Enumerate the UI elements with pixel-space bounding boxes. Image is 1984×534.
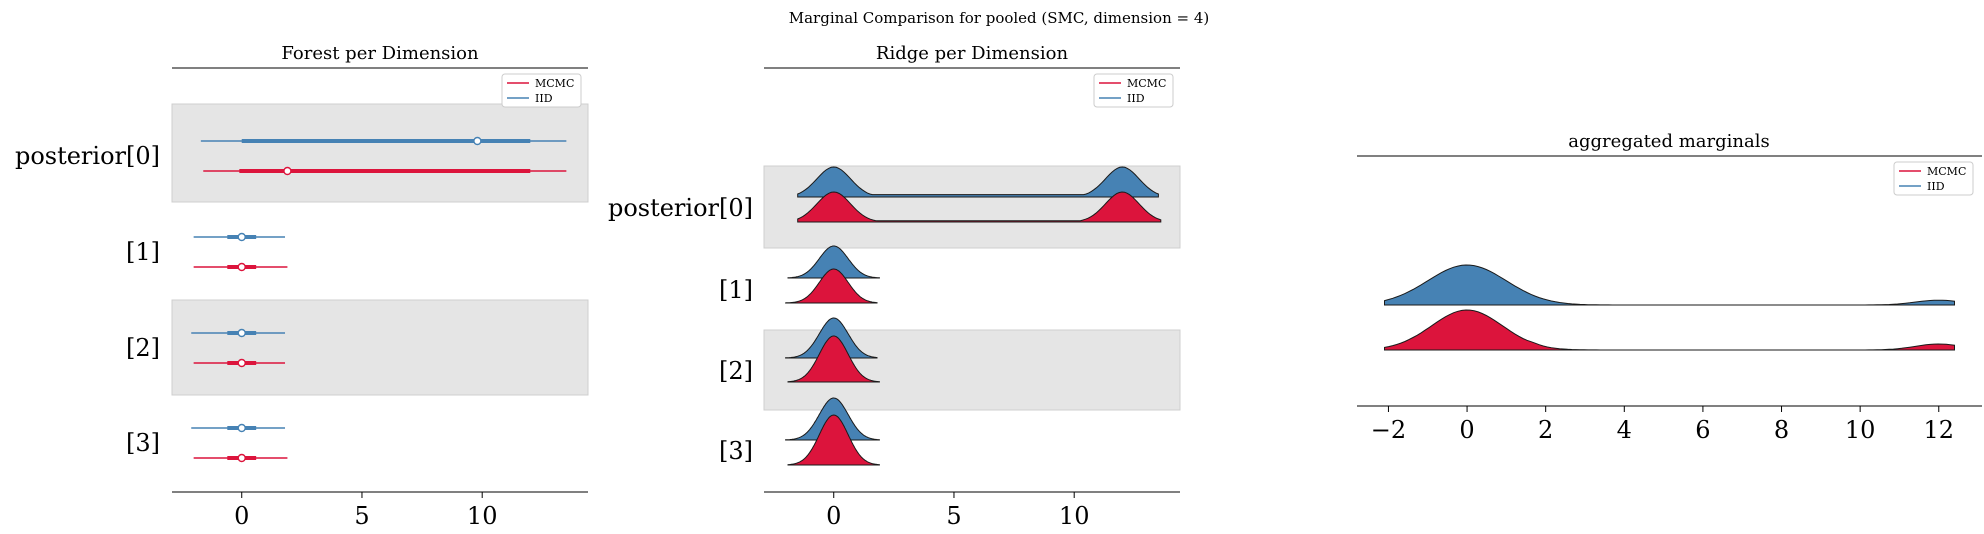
figure-title: Marginal Comparison for pooled (SMC, dim… xyxy=(789,9,1209,27)
aggregated-title: aggregated marginals xyxy=(1568,131,1769,152)
iid-point-3 xyxy=(237,423,246,433)
mcmc-ridge xyxy=(1384,309,1955,351)
forest-legend: MCMC IID xyxy=(501,73,582,108)
x-tick-label: 2 xyxy=(1538,416,1553,444)
x-tick-label: 12 xyxy=(1923,416,1954,444)
mcmc-ridge-2 xyxy=(787,335,880,383)
y-label-0: posterior[0] xyxy=(15,142,160,170)
legend-label-iid: IID xyxy=(1927,180,1945,193)
ridge-legend: MCMC IID xyxy=(1093,73,1174,108)
mcmc-point-0 xyxy=(283,166,292,176)
legend-label-mcmc: MCMC xyxy=(1127,77,1166,90)
y-label-2: [2] xyxy=(126,334,160,362)
x-tick-label: 10 xyxy=(1845,416,1876,444)
legend-label-mcmc: MCMC xyxy=(1927,165,1966,178)
x-tick-label: 0 xyxy=(234,502,249,530)
x-tick-label: 4 xyxy=(1617,416,1632,444)
iid-point-1 xyxy=(237,232,246,242)
y-label-3: [3] xyxy=(719,437,753,465)
y-label-3: [3] xyxy=(126,429,160,457)
mcmc-ridge-3 xyxy=(787,414,880,466)
x-tick-label: 6 xyxy=(1695,416,1710,444)
y-label-1: [1] xyxy=(719,276,753,304)
x-tick-label: −2 xyxy=(1371,416,1406,444)
aggregated-panel: aggregated marginals −2 0 2 4 6 8 10 12 MCMC IID xyxy=(1357,131,1982,444)
iid-point-2 xyxy=(237,328,246,338)
mcmc-ridge-1 xyxy=(785,268,878,304)
x-tick-label: 0 xyxy=(826,502,841,530)
legend-label-mcmc: MCMC xyxy=(535,77,574,90)
x-tick-label: 5 xyxy=(354,502,369,530)
legend-label-iid: IID xyxy=(535,92,553,105)
mcmc-ridge-0 xyxy=(797,191,1162,223)
mcmc-point-2 xyxy=(237,358,246,368)
x-tick-label: 10 xyxy=(467,502,498,530)
iid-ridge-1 xyxy=(787,245,880,279)
mcmc-point-1 xyxy=(237,262,246,272)
x-tick-label: 8 xyxy=(1774,416,1789,444)
y-label-1: [1] xyxy=(126,238,160,266)
x-tick-label: 5 xyxy=(946,502,961,530)
legend-label-iid: IID xyxy=(1127,92,1145,105)
ridge-title: Ridge per Dimension xyxy=(876,43,1069,64)
y-label-0: posterior[0] xyxy=(608,194,753,222)
iid-ridge xyxy=(1384,264,1955,306)
row-band xyxy=(171,103,589,203)
ridge-panel: Ridge per Dimension 0 5 10 posterior[0] [1]… xyxy=(608,43,1181,530)
x-tick-label: 0 xyxy=(1459,416,1474,444)
iid-point-0 xyxy=(473,136,482,146)
forest-title: Forest per Dimension xyxy=(281,43,479,64)
forest-panel: Forest per Dimension 0 5 10 posterior[0] [1… xyxy=(15,43,589,530)
mcmc-point-3 xyxy=(237,453,246,463)
y-label-2: [2] xyxy=(719,357,753,385)
aggregated-legend: MCMC IID xyxy=(1893,161,1974,196)
x-tick-label: 10 xyxy=(1059,502,1090,530)
row-band xyxy=(171,299,589,396)
